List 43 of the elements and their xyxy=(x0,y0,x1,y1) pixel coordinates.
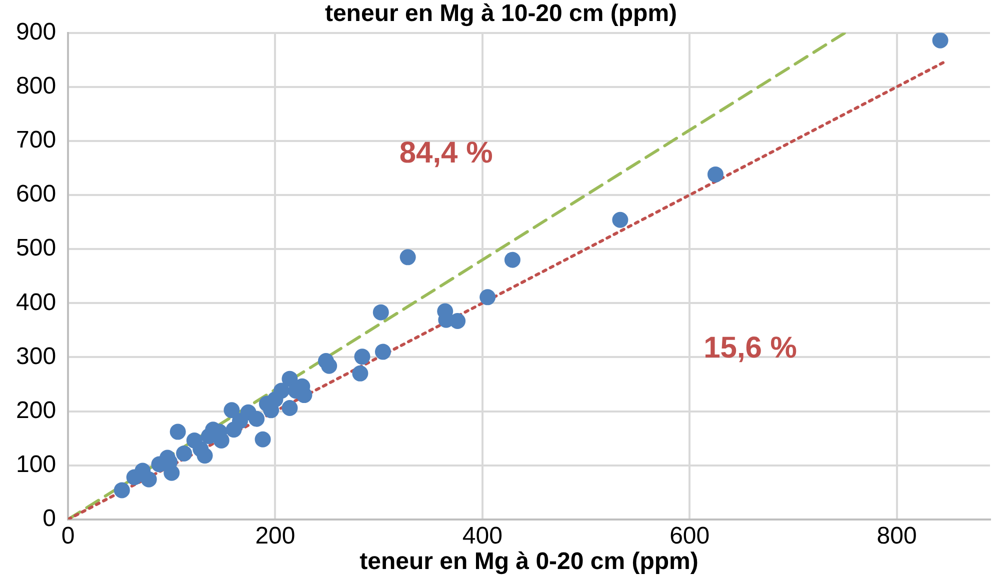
point xyxy=(273,382,290,399)
point xyxy=(254,431,271,448)
point xyxy=(372,304,389,320)
point xyxy=(400,249,416,266)
y-tick-label: 800 xyxy=(16,72,56,100)
point xyxy=(282,400,298,416)
point xyxy=(224,402,240,418)
point xyxy=(354,348,370,365)
point xyxy=(176,445,192,462)
x-tick-label: 600 xyxy=(670,522,710,550)
y-tick-label: 500 xyxy=(16,234,56,262)
point xyxy=(296,387,312,404)
point xyxy=(282,370,298,387)
y-tick-label: 300 xyxy=(16,342,56,370)
annotation: 84,4 % xyxy=(399,136,493,170)
y-tick-label: 400 xyxy=(16,288,56,316)
x-tick-label: 200 xyxy=(255,522,296,550)
y-tick-label: 200 xyxy=(16,396,56,424)
point xyxy=(170,424,186,440)
y-tick-label: 0 xyxy=(42,505,56,532)
point xyxy=(932,32,948,48)
point xyxy=(321,358,338,374)
point xyxy=(707,166,724,182)
point xyxy=(114,482,130,498)
x-tick-label: 800 xyxy=(876,522,917,550)
point xyxy=(480,289,496,306)
point xyxy=(450,312,466,329)
y-tick-label: 600 xyxy=(16,180,56,208)
point xyxy=(248,410,265,427)
point xyxy=(504,252,520,268)
x-axis-title: teneur en Mg à 0-20 cm (ppm) xyxy=(360,548,698,576)
point xyxy=(140,471,157,488)
chart-title: teneur en Mg à 10-20 cm (ppm) xyxy=(324,0,678,28)
x-tick-label: 400 xyxy=(462,522,502,550)
point xyxy=(374,344,391,360)
x-tick-label: 0 xyxy=(61,522,75,550)
point xyxy=(196,448,213,464)
y-tick-label: 700 xyxy=(16,126,56,154)
point xyxy=(612,212,628,228)
y-tick-label: 100 xyxy=(16,450,56,478)
annotation: 15,6 % xyxy=(704,331,797,364)
point xyxy=(352,365,368,382)
y-tick-label: 900 xyxy=(16,18,56,46)
